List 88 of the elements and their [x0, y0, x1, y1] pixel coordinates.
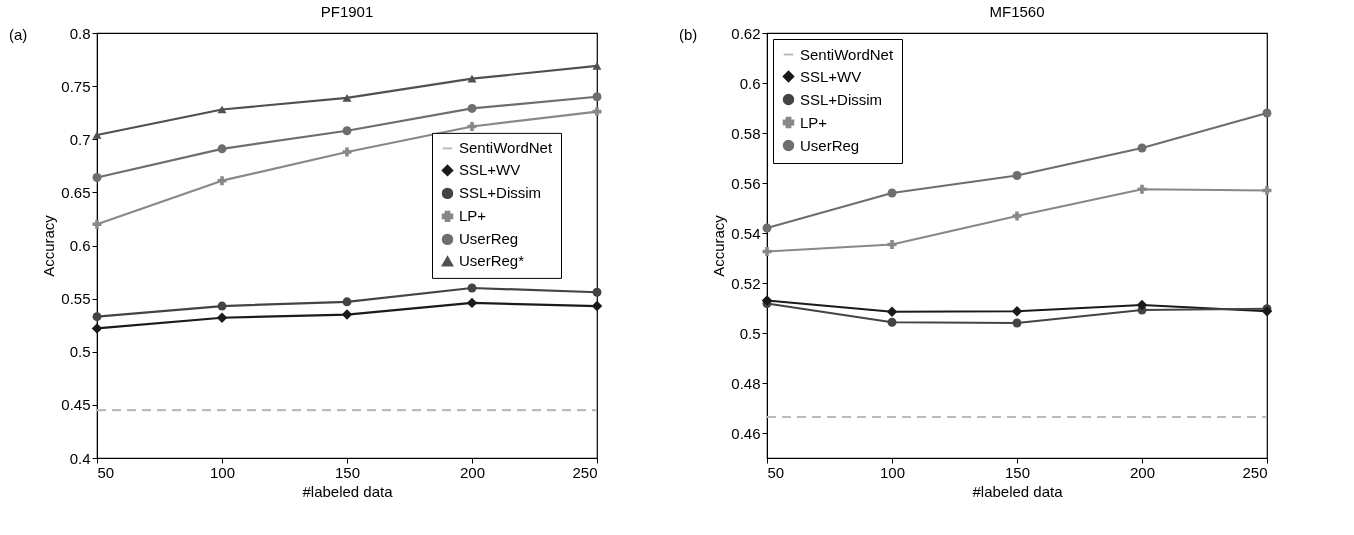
point — [1137, 184, 1147, 194]
x-tick-label: 50 — [767, 463, 785, 481]
x-axis-title: #labeled data — [972, 482, 1064, 500]
y-tick-label: 0.46 — [731, 424, 761, 442]
point — [886, 306, 898, 317]
point — [762, 223, 772, 233]
y-tick-label: 0.7 — [69, 130, 91, 148]
y-tick-label: 0.8 — [69, 24, 91, 42]
point — [217, 176, 227, 186]
point — [467, 122, 477, 131]
point — [1012, 318, 1022, 328]
y-tick-label: 0.5 — [739, 324, 761, 342]
point — [887, 188, 897, 198]
x-tick-label: 200 — [1129, 463, 1156, 481]
y-tick-label: 0.48 — [731, 374, 761, 392]
y-tick-label: 0.62 — [731, 24, 761, 42]
y-tick-label: 0.75 — [61, 77, 91, 95]
point — [762, 247, 772, 256]
y-tick-label: 0.52 — [731, 274, 761, 292]
y-tick-label: 0.58 — [731, 124, 761, 142]
x-tick-label: 250 — [572, 463, 598, 481]
y-axis-title: Accuracy — [710, 214, 728, 277]
point — [592, 107, 602, 117]
y-tick-label: 0.6 — [739, 74, 761, 92]
chart-title: PF1901 — [320, 3, 374, 20]
point — [761, 295, 773, 306]
point — [92, 312, 102, 322]
point — [1262, 186, 1272, 195]
point — [592, 62, 602, 70]
chart-title: MF1560 — [989, 3, 1045, 20]
text: (a) — [9, 26, 28, 43]
point — [216, 312, 228, 323]
text: (b) — [679, 26, 698, 43]
point — [342, 93, 352, 102]
legend-label: SSL+Dissim — [459, 184, 542, 202]
x-tick-label: 200 — [459, 463, 486, 481]
point — [591, 300, 603, 312]
x-tick-label: 150 — [334, 463, 361, 481]
point — [1262, 108, 1272, 118]
point — [342, 126, 352, 136]
x-tick-label: 50 — [97, 463, 115, 481]
legend-label: SentiWordNet — [459, 139, 553, 157]
legend-label: SSL+WV — [800, 67, 862, 85]
point — [1011, 306, 1023, 317]
y-axis-title: Accuracy — [40, 214, 58, 277]
point — [92, 131, 102, 139]
y-tick-label: 0.55 — [61, 290, 91, 308]
y-tick-label: 0.5 — [69, 343, 91, 361]
legend-label: LP+ — [800, 113, 828, 131]
point — [466, 297, 478, 309]
point — [342, 147, 352, 157]
point — [1012, 211, 1022, 221]
y-tick-label: 0.54 — [731, 224, 761, 242]
point — [1012, 171, 1022, 180]
legend-label: UserReg — [459, 230, 519, 248]
point — [467, 283, 477, 293]
point — [887, 317, 897, 327]
legend-label: UserReg — [800, 136, 860, 154]
legend-label: SentiWordNet — [800, 45, 894, 63]
y-tick-label: 0.65 — [61, 183, 91, 201]
point — [342, 297, 352, 307]
point — [92, 173, 102, 182]
point — [592, 287, 602, 297]
y-tick-label: 0.4 — [69, 449, 91, 467]
point — [592, 92, 602, 102]
point — [1136, 299, 1148, 311]
y-tick-label: 0.56 — [731, 174, 761, 192]
point — [217, 301, 227, 311]
legend-label: LP+ — [459, 207, 487, 225]
point — [92, 219, 102, 229]
point — [467, 103, 477, 113]
point — [217, 144, 227, 154]
x-tick-label: 100 — [879, 463, 906, 481]
point — [341, 309, 353, 320]
x-axis-title: #labeled data — [302, 482, 394, 500]
point — [1137, 143, 1147, 153]
point — [467, 74, 477, 83]
legend-label: SSL+WV — [459, 161, 521, 179]
x-tick-label: 100 — [209, 463, 236, 481]
point — [887, 240, 897, 249]
y-tick-label: 0.6 — [69, 237, 91, 254]
x-tick-label: 150 — [1004, 463, 1031, 481]
x-tick-label: 250 — [1242, 463, 1268, 481]
point — [91, 323, 103, 334]
legend-label: SSL+Dissim — [800, 90, 883, 108]
legend-label: UserReg* — [459, 252, 525, 270]
y-tick-label: 0.45 — [61, 396, 91, 414]
point — [217, 105, 227, 114]
